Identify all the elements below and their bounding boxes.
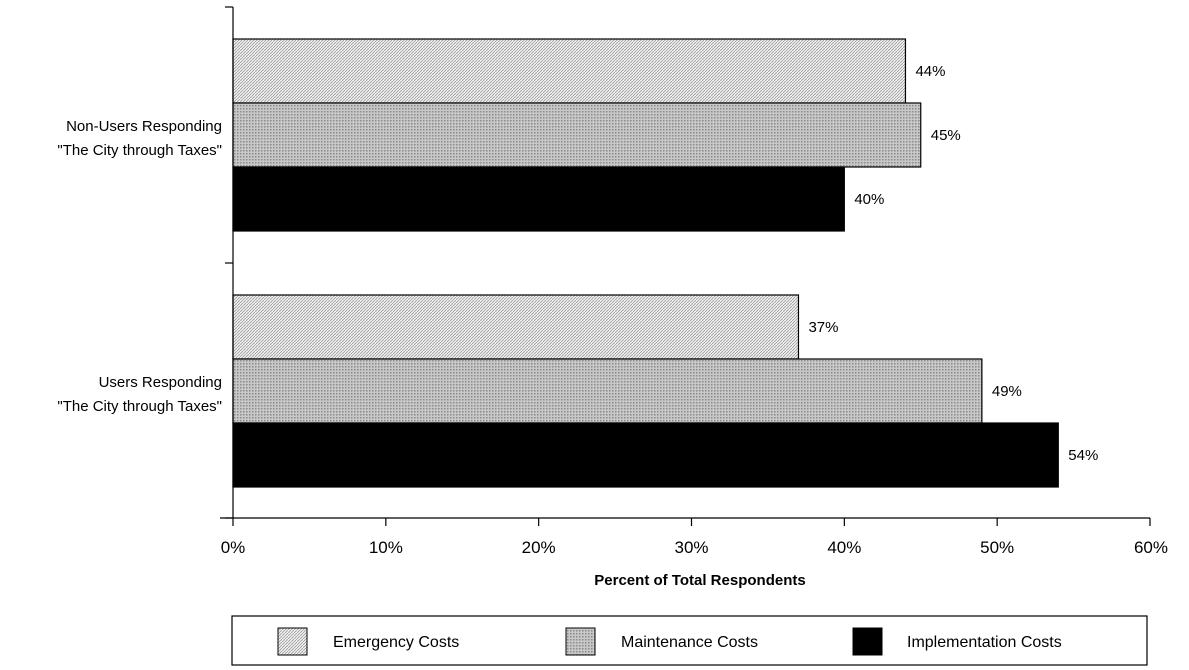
data-label: 40%: [854, 191, 884, 208]
x-tick-label: 30%: [674, 538, 708, 557]
legend-swatch-implementation-costs: [852, 627, 883, 656]
bar-implementation-costs-1: [232, 166, 845, 232]
plot-area: 44%45%40%37%49%54% 0% 10% 20% 30% 40% 50% 60% …: [57, 6, 1168, 557]
x-ticks-group: 0% 10% 20% 30% 40% 50% 60%: [221, 518, 1168, 557]
legend-label: Maintenance Costs: [621, 634, 758, 651]
bars-group: [232, 38, 1059, 488]
category-label-line2: "The City through Taxes": [57, 142, 222, 159]
bar-maintenance-costs-1: [232, 102, 922, 168]
bar-emergency-costs-1: [232, 38, 907, 104]
legend: Emergency Costs Maintenance Costs Implemen…: [231, 615, 1148, 666]
bar-maintenance-costs-2: [232, 358, 983, 424]
x-tick-label: 20%: [522, 538, 556, 557]
legend-label: Emergency Costs: [333, 634, 459, 651]
legend-swatch-maintenance-costs: [565, 627, 596, 656]
data-label: 54%: [1068, 447, 1098, 464]
data-label: 37%: [808, 319, 838, 336]
bar-emergency-costs-2: [232, 294, 800, 360]
x-tick-label: 60%: [1134, 538, 1168, 557]
legend-box: [231, 615, 1148, 666]
legend-label: Implementation Costs: [907, 634, 1062, 651]
category-labels-group: Non-Users Responding "The City through Ta…: [57, 118, 222, 415]
category-label-line2: "The City through Taxes": [57, 398, 222, 415]
data-label: 45%: [931, 127, 961, 144]
x-tick-label: 40%: [827, 538, 861, 557]
x-tick-label: 10%: [369, 538, 403, 557]
data-label: 44%: [915, 63, 945, 80]
category-label-line1: Non-Users Responding: [66, 118, 222, 135]
data-label: 49%: [992, 383, 1022, 400]
legend-items-group: Emergency Costs Maintenance Costs Implemen…: [277, 627, 1062, 656]
legend-swatch-emergency-costs: [277, 627, 308, 656]
x-tick-label: 0%: [221, 538, 246, 557]
category-label-line1: Users Responding: [99, 374, 222, 391]
y-ticks-group: [225, 6, 233, 519]
x-axis-title: Percent of Total Respondents: [594, 572, 805, 589]
bar-implementation-costs-2: [232, 422, 1059, 488]
data-labels-group: 44% 45% 40% 37% 49% 54%: [808, 63, 1098, 464]
x-tick-label: 50%: [980, 538, 1014, 557]
